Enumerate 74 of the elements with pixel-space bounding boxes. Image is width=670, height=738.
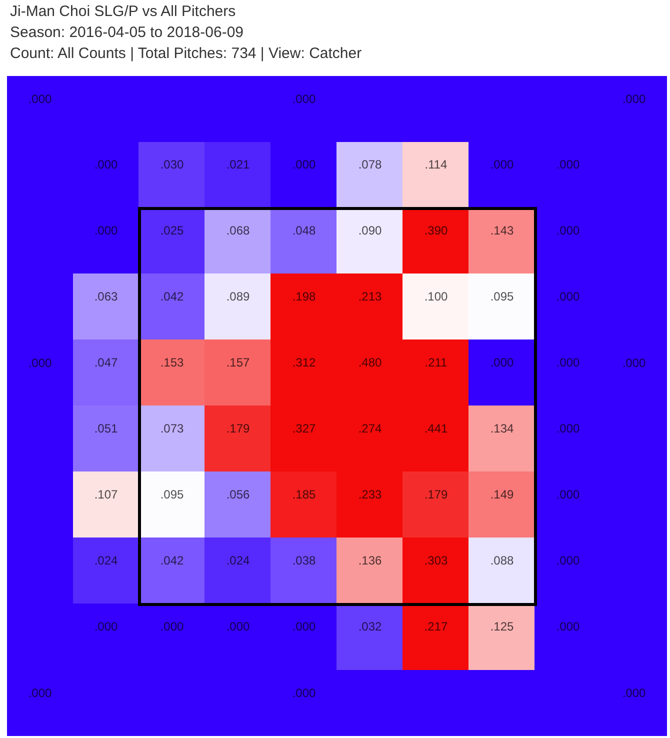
text: .000 xyxy=(292,686,316,700)
data-label: .051 xyxy=(94,421,118,436)
text: .000 xyxy=(28,92,52,106)
text: .000 xyxy=(622,92,646,106)
data-label: .185 xyxy=(292,487,316,502)
data-label: .047 xyxy=(94,355,118,370)
data-label: .211 xyxy=(424,355,448,370)
data-label: .068 xyxy=(226,223,250,238)
data-label: .089 xyxy=(226,289,250,304)
data-label: .095 xyxy=(490,289,514,304)
data-label: .000 xyxy=(292,157,316,172)
text: .000 xyxy=(622,356,646,370)
data-label: .179 xyxy=(226,421,250,436)
text: .000 xyxy=(622,686,646,700)
data-label: .107 xyxy=(94,487,118,502)
data-label: .048 xyxy=(292,223,316,238)
data-label: .024 xyxy=(226,553,250,568)
data-label: .179 xyxy=(424,487,448,502)
data-label: .303 xyxy=(424,553,448,568)
data-label: .000 xyxy=(556,223,580,238)
data-label: .024 xyxy=(94,553,118,568)
data-label: .021 xyxy=(226,157,250,172)
data-label: .000 xyxy=(556,487,580,502)
data-label: .000 xyxy=(292,619,316,634)
data-label: .000 xyxy=(556,157,580,172)
data-label: .032 xyxy=(358,619,382,634)
data-label: .000 xyxy=(556,553,580,568)
data-label: .063 xyxy=(94,289,118,304)
data-label: .136 xyxy=(358,553,382,568)
data-label: .441 xyxy=(424,421,448,436)
data-label: .312 xyxy=(292,355,316,370)
data-label: .095 xyxy=(160,487,184,502)
data-label: .217 xyxy=(424,619,448,634)
chart-title: Ji-Man Choi SLG/P vs All Pitchers xyxy=(10,2,237,22)
data-label: .149 xyxy=(490,487,514,502)
data-label: .000 xyxy=(490,157,514,172)
data-label: .000 xyxy=(226,619,250,634)
data-label: .233 xyxy=(358,487,382,502)
data-label: .143 xyxy=(490,223,514,238)
data-label: .038 xyxy=(292,553,316,568)
data-label: .000 xyxy=(556,421,580,436)
data-label: .000 xyxy=(556,355,580,370)
data-label: .480 xyxy=(358,355,382,370)
data-label: .000 xyxy=(490,355,514,370)
data-label: .213 xyxy=(358,289,382,304)
data-label: .100 xyxy=(424,289,448,304)
data-label: .073 xyxy=(160,421,184,436)
data-label: .000 xyxy=(556,289,580,304)
data-label: .114 xyxy=(424,157,448,172)
data-label: .025 xyxy=(160,223,184,238)
data-label: .000 xyxy=(94,223,118,238)
data-label: .153 xyxy=(160,355,184,370)
text: .000 xyxy=(28,686,52,700)
data-label: .327 xyxy=(292,421,316,436)
data-label: .274 xyxy=(358,421,382,436)
data-label: .042 xyxy=(160,553,184,568)
text: .000 xyxy=(292,92,316,106)
data-label: .000 xyxy=(556,619,580,634)
data-label: .000 xyxy=(94,619,118,634)
chart-subtitle: Season: 2016-04-05 to 2018-06-09 Count: All Counts | Total Pitches: 734 | View: Catcher xyxy=(10,23,362,64)
data-label: .030 xyxy=(160,157,184,172)
data-label: .390 xyxy=(424,223,448,238)
text: .000 xyxy=(28,356,52,370)
data-label: .078 xyxy=(358,157,382,172)
data-label: .157 xyxy=(226,355,250,370)
data-label: .042 xyxy=(160,289,184,304)
data-label: .000 xyxy=(94,157,118,172)
data-label: .056 xyxy=(226,487,250,502)
data-label: .088 xyxy=(490,553,514,568)
data-label: .125 xyxy=(490,619,514,634)
data-label: .198 xyxy=(292,289,316,304)
data-label: .000 xyxy=(160,619,184,634)
data-label: .134 xyxy=(490,421,514,436)
data-label: .090 xyxy=(358,223,382,238)
